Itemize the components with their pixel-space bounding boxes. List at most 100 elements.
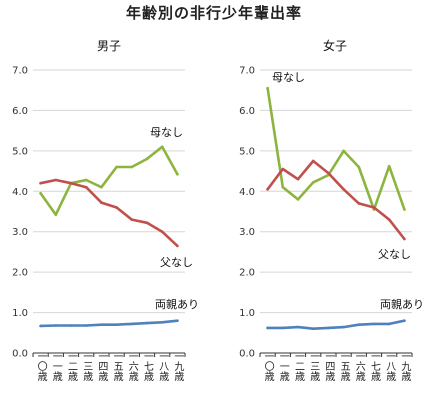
data-point (115, 165, 118, 169)
data-point (176, 319, 179, 322)
series-label: 両親あり (380, 298, 424, 311)
data-point (372, 322, 376, 326)
category-label: 一九歳 (399, 351, 411, 381)
data-point (311, 159, 315, 163)
data-point (39, 192, 42, 195)
data-point (176, 173, 179, 176)
data-point (403, 319, 406, 322)
data-point (145, 221, 149, 225)
data-point (100, 185, 103, 189)
category-label: 一五歳 (338, 351, 350, 381)
category-label: 一七歳 (142, 351, 154, 381)
panel-title: 男子 (97, 39, 121, 53)
data-point (69, 181, 73, 185)
series-line (266, 159, 406, 241)
y-tick-label: 0.0 (12, 349, 28, 360)
data-point (176, 244, 179, 248)
series-line (266, 86, 406, 211)
y-tick-label: 6.0 (239, 106, 255, 117)
data-point (296, 198, 300, 201)
data-point (357, 202, 361, 205)
data-point (403, 208, 406, 211)
y-tick-label: 1.0 (12, 308, 28, 319)
category-label: 一一歳 (277, 351, 289, 381)
data-point (130, 165, 134, 169)
category-label: 一四歳 (323, 351, 335, 381)
data-point (387, 322, 391, 326)
y-tick-label: 6.0 (12, 106, 28, 117)
data-point (39, 181, 42, 185)
category-label: 一〇歳 (262, 351, 274, 381)
y-tick-label: 4.0 (239, 187, 255, 198)
data-point (342, 187, 345, 191)
category-label: 一六歳 (353, 351, 365, 381)
data-point (296, 177, 300, 181)
category-label: 一三歳 (308, 351, 320, 381)
y-tick-label: 5.0 (12, 146, 28, 157)
data-point (281, 326, 285, 330)
y-tick-label: 7.0 (12, 66, 28, 77)
data-point (311, 181, 315, 184)
category-label: 一二歳 (293, 351, 305, 381)
series-line (39, 178, 179, 248)
data-point (266, 326, 269, 330)
y-tick-label: 3.0 (12, 227, 28, 238)
data-point (403, 237, 406, 241)
data-point (115, 206, 118, 209)
data-point (266, 86, 269, 90)
data-point (39, 324, 42, 328)
data-point (145, 321, 149, 325)
category-label: 一八歳 (384, 351, 396, 381)
data-point (145, 157, 149, 161)
data-point (84, 178, 88, 182)
y-tick-label: 1.0 (239, 308, 255, 319)
y-tick-label: 3.0 (239, 227, 255, 238)
category-label: 一四歳 (96, 351, 108, 381)
series-line (39, 145, 179, 216)
series-label: 父なし (160, 256, 193, 269)
panel-title: 女子 (323, 38, 347, 53)
data-point (130, 322, 134, 326)
series-label: 父なし (378, 248, 411, 261)
category-label: 一九歳 (172, 351, 184, 381)
data-point (84, 185, 88, 189)
data-point (281, 167, 285, 171)
y-tick-label: 2.0 (239, 268, 255, 279)
data-point (160, 230, 164, 234)
category-label: 一一歳 (50, 351, 62, 381)
series-line (39, 319, 179, 328)
data-point (327, 171, 330, 175)
data-point (100, 201, 103, 204)
data-point (54, 324, 58, 327)
data-point (115, 323, 118, 327)
y-tick-label: 7.0 (239, 66, 255, 77)
data-point (342, 149, 345, 153)
category-label: 一二歳 (66, 351, 78, 381)
data-point (357, 323, 361, 327)
data-point (160, 320, 164, 324)
data-point (387, 164, 391, 168)
data-point (281, 185, 285, 189)
data-point (372, 206, 376, 209)
series-label: 両親あり (155, 298, 199, 311)
series-line (266, 319, 406, 331)
data-point (160, 145, 164, 149)
category-label: 一五歳 (111, 351, 123, 381)
data-point (100, 323, 103, 327)
y-tick-label: 0.0 (239, 349, 255, 360)
data-point (357, 165, 361, 169)
data-point (387, 218, 391, 221)
data-point (311, 327, 315, 331)
category-label: 一八歳 (157, 351, 169, 381)
chart-title: 年齢別の非行少年輩出率 (125, 4, 302, 22)
category-label: 一六歳 (126, 351, 138, 381)
data-point (327, 326, 330, 330)
y-tick-label: 2.0 (12, 268, 28, 279)
series-label: 母なし (150, 126, 183, 139)
data-point (342, 325, 345, 329)
series-label: 母なし (272, 71, 305, 84)
category-label: 一三歳 (81, 351, 93, 381)
data-point (130, 218, 134, 221)
category-label: 一七歳 (369, 351, 381, 381)
